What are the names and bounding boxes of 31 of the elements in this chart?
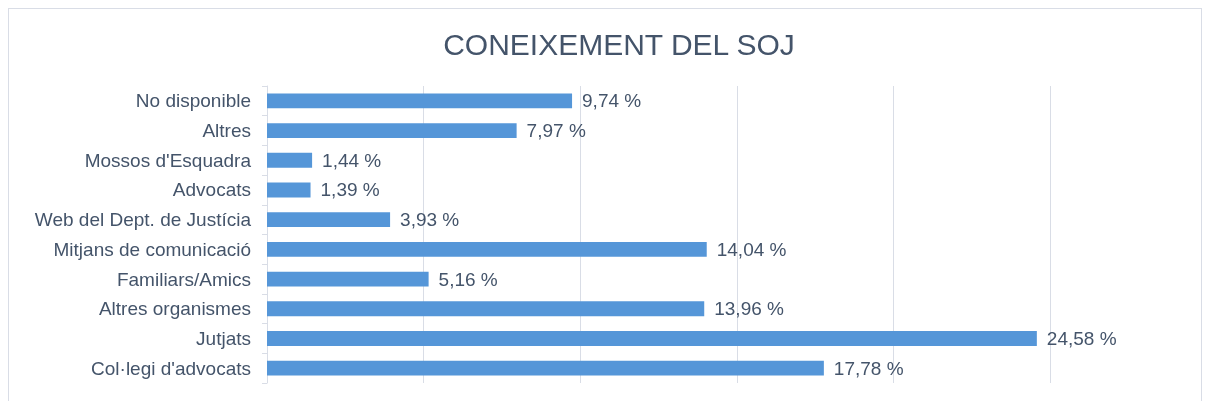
data-label: 1,39 % [320,179,380,201]
data-label: 17,78 % [833,357,904,379]
y-tick-label: Familiars/Amics [116,268,251,290]
y-tick-label: Mossos d'Esquadra [84,149,252,171]
bar [267,271,429,287]
bar [267,301,705,317]
y-tick-label: Mitjans de comunicació [53,238,251,260]
data-label: 5,16 % [438,268,498,290]
y-tick-label: Col·legi d'advocats [91,357,251,379]
chart-title: CONEIXEMENT DEL SOJ [443,27,795,61]
bar [267,123,517,138]
data-label: 9,74 % [582,90,642,112]
y-tick-label: Web del Dept. de Justícia [34,209,252,231]
y-tick-label: Advocats [172,179,251,201]
bar [267,241,707,257]
data-label: 13,96 % [714,298,785,320]
bar [267,93,573,109]
data-label: 3,93 % [400,209,460,231]
bar [267,360,824,376]
data-label: 14,04 % [716,238,787,260]
data-label: 1,44 % [322,149,382,171]
bar [267,152,313,168]
data-label: 24,58 % [1046,327,1117,349]
y-tick-label: Altres [202,120,251,142]
bar [267,331,1037,346]
y-tick-label: Jutjats [196,327,251,349]
y-tick-label: No disponible [135,90,251,112]
data-label: 7,97 % [526,120,586,142]
bar [267,182,311,198]
y-tick-label: Altres organismes [98,298,251,320]
bar [267,212,391,228]
